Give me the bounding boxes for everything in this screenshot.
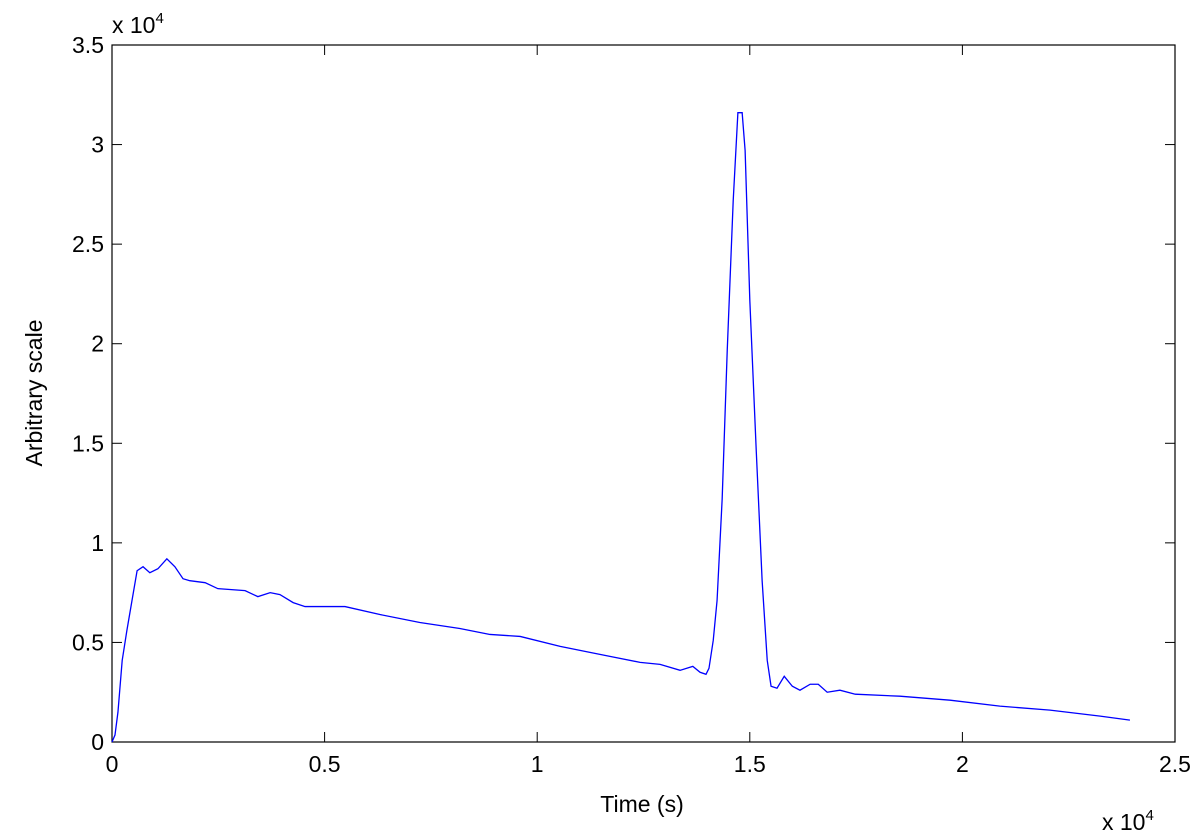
x-tick-label: 2.5 xyxy=(1159,751,1191,777)
plot-frame xyxy=(111,44,1176,743)
data-line xyxy=(111,112,1131,743)
y-tick-label: 2.5 xyxy=(72,231,104,257)
x-tick-label: 0.5 xyxy=(309,751,341,777)
y-tick-label: 0.5 xyxy=(72,629,104,655)
y-tick-label: 3.5 xyxy=(72,32,104,58)
x-multiplier-base: x 10 xyxy=(1102,809,1145,834)
y-multiplier-exponent: 4 xyxy=(155,10,163,27)
x-tick-label: 1 xyxy=(531,751,544,777)
y-multiplier-base: x 10 xyxy=(112,12,155,38)
x-multiplier: x 104 xyxy=(1102,807,1154,834)
y-multiplier: x 104 xyxy=(112,10,164,38)
x-tick-label: 0 xyxy=(106,751,119,777)
x-multiplier-exponent: 4 xyxy=(1145,807,1153,824)
y-tick-label: 1.5 xyxy=(72,430,104,456)
y-tick-label: 3 xyxy=(91,132,104,158)
x-tick-label: 2 xyxy=(956,751,969,777)
y-tick-label: 0 xyxy=(91,729,104,755)
y-axis-label: Arbitrary scale xyxy=(21,320,47,467)
y-tick-label: 1 xyxy=(91,530,104,556)
x-tick-label: 1.5 xyxy=(734,751,766,777)
x-axis-label: Time (s) xyxy=(600,791,683,817)
y-tick-label: 2 xyxy=(91,331,104,357)
